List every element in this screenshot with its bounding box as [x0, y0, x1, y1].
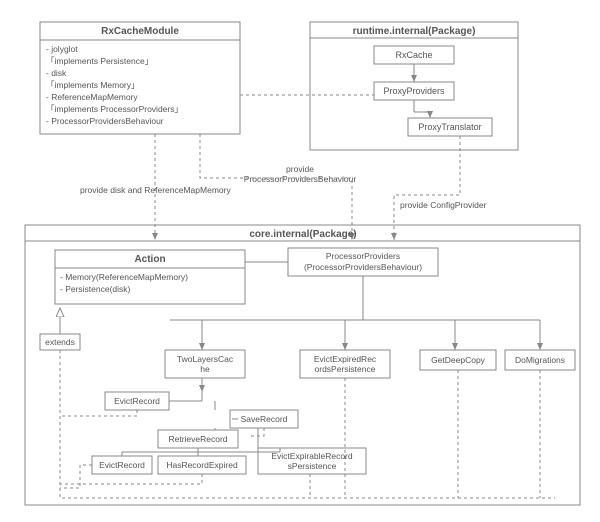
- svg-text:Action: Action: [134, 254, 165, 265]
- processor-providers-box: ProcessorProviders (ProcessorProvidersBe…: [288, 248, 438, 276]
- svg-text:sPersistence: sPersistence: [288, 461, 337, 471]
- svg-text:SaveRecord: SaveRecord: [241, 414, 288, 424]
- svg-text:EvictRecord: EvictRecord: [114, 396, 160, 406]
- svg-text:RxCache: RxCache: [395, 50, 432, 60]
- svg-text:provide ConfigProvider: provide ConfigProvider: [400, 200, 487, 210]
- svg-text:provide: provide: [286, 164, 314, 174]
- svg-text:HasRecordExpired: HasRecordExpired: [166, 460, 238, 470]
- svg-text:EvictRecord: EvictRecord: [99, 460, 145, 470]
- svg-text:EvictExpirableRecord: EvictExpirableRecord: [271, 451, 353, 461]
- svg-text:「implements Persistence」: 「implements Persistence」: [46, 56, 153, 66]
- svg-text:- disk: - disk: [46, 68, 67, 78]
- svg-text:RetrieveRecord: RetrieveRecord: [168, 434, 227, 444]
- svg-text:- Memory(ReferenceMapMemory): - Memory(ReferenceMapMemory): [60, 272, 188, 282]
- svg-text:ProcessorProvidersBehaviour: ProcessorProvidersBehaviour: [244, 174, 357, 184]
- core-package: core.internal(Package) Action - Memory(R…: [25, 225, 580, 505]
- svg-text:「implements Memory」: 「implements Memory」: [46, 80, 140, 90]
- svg-text:GetDeepCopy: GetDeepCopy: [431, 355, 486, 365]
- svg-text:- ReferenceMapMemory: - ReferenceMapMemory: [46, 92, 138, 102]
- svg-text:ProxyProviders: ProxyProviders: [383, 86, 445, 96]
- svg-text:「implements ProcessorProviders: 「implements ProcessorProviders」: [46, 104, 183, 114]
- svg-text:TwoLayersCac: TwoLayersCac: [177, 354, 234, 364]
- svg-text:- Persistence(disk): - Persistence(disk): [60, 284, 131, 294]
- runtime-package: runtime.internal(Package) RxCache ProxyP…: [310, 22, 518, 150]
- core-title: core.internal(Package): [249, 229, 356, 240]
- rxcache-module-title: RxCacheModule: [101, 26, 179, 37]
- svg-text:ProcessorProviders: ProcessorProviders: [326, 251, 400, 261]
- svg-text:ProxyTranslator: ProxyTranslator: [418, 122, 481, 132]
- svg-text:provide disk and ReferenceMapM: provide disk and ReferenceMapMemory: [80, 185, 231, 195]
- svg-text:EvictExpiredRec: EvictExpiredRec: [314, 354, 377, 364]
- svg-text:DoMigrations: DoMigrations: [515, 355, 565, 365]
- svg-text:ordsPersistence: ordsPersistence: [315, 364, 376, 374]
- action-box: Action - Memory(ReferenceMapMemory) - Pe…: [55, 250, 245, 304]
- svg-text:- jolyglot: - jolyglot: [46, 44, 78, 54]
- svg-text:extends: extends: [45, 337, 75, 347]
- rxcache-module: RxCacheModule - jolyglot 「implements Per…: [40, 22, 240, 134]
- svg-text:(ProcessorProvidersBehaviour): (ProcessorProvidersBehaviour): [304, 262, 422, 272]
- svg-text:he: he: [200, 364, 210, 374]
- runtime-title: runtime.internal(Package): [353, 26, 476, 37]
- svg-text:- ProcessorProvidersBehaviour: - ProcessorProvidersBehaviour: [46, 116, 164, 126]
